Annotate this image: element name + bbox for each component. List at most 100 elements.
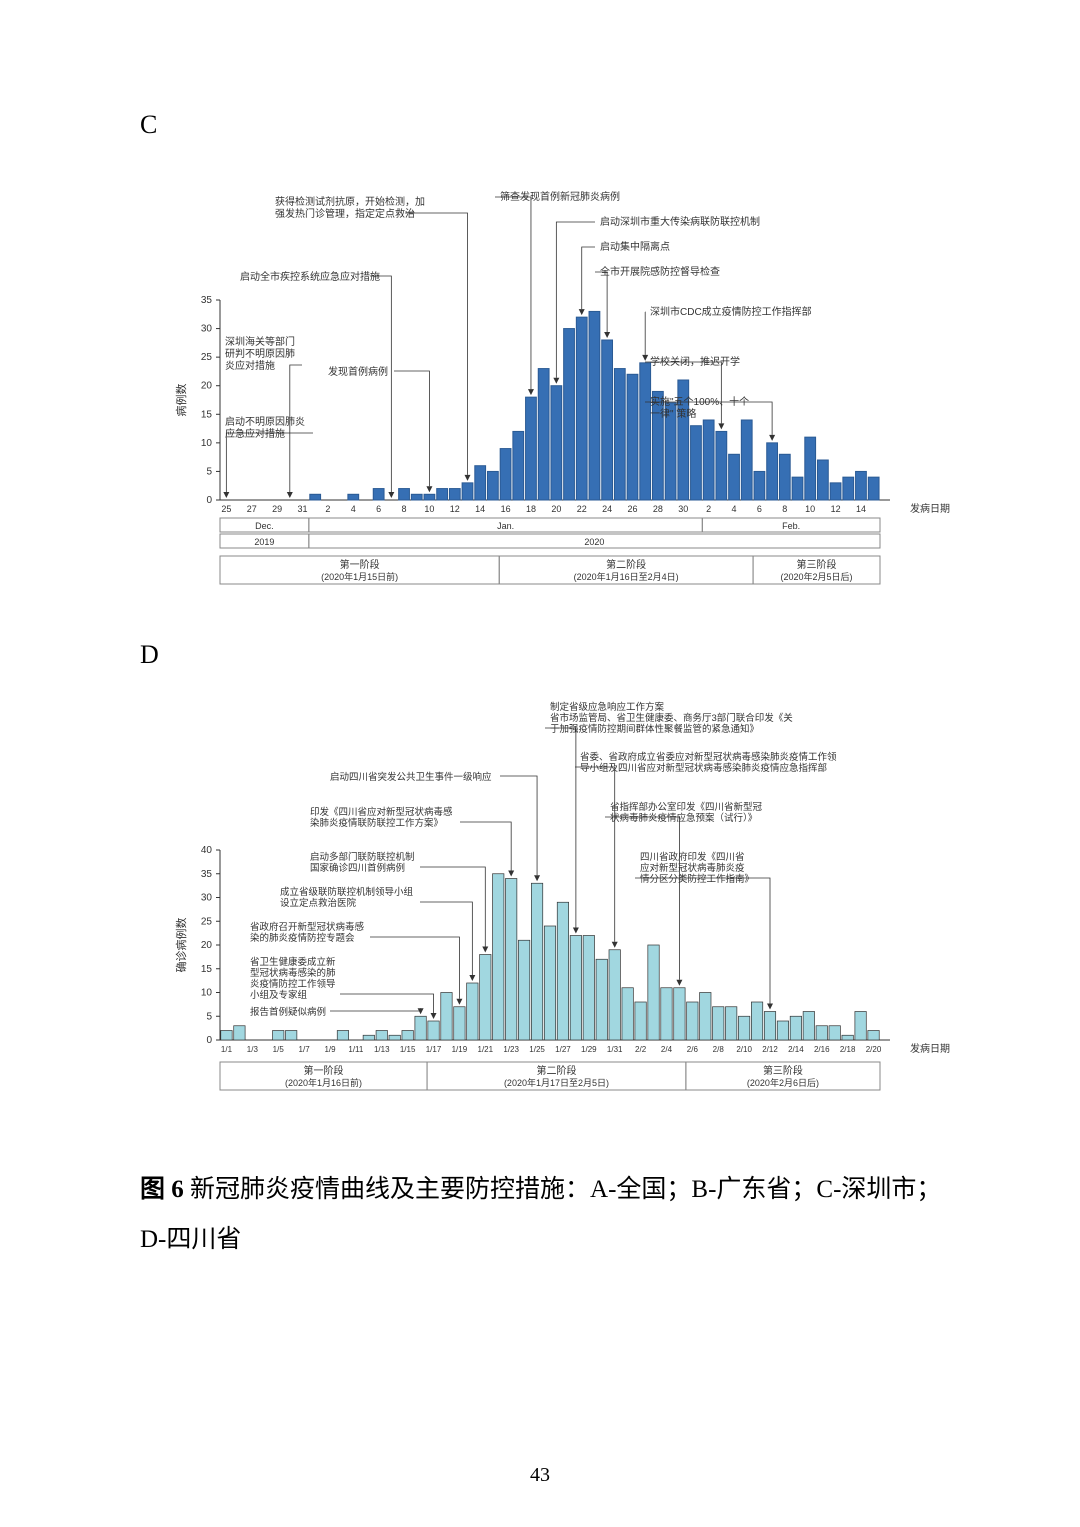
svg-text:10: 10 bbox=[201, 438, 213, 449]
page: C 05101520253035病例数252729312468101214161… bbox=[0, 0, 1080, 1527]
svg-text:20: 20 bbox=[201, 940, 213, 951]
svg-text:第二阶段: 第二阶段 bbox=[606, 558, 646, 571]
svg-text:学校关闭，推迟开学: 学校关闭，推迟开学 bbox=[650, 355, 740, 368]
svg-text:发病日期: 发病日期 bbox=[910, 502, 950, 515]
svg-text:30: 30 bbox=[678, 504, 688, 514]
svg-text:2/8: 2/8 bbox=[713, 1045, 725, 1054]
svg-text:成立省级联防联控机制领导小组设立定点救治医院: 成立省级联防联控机制领导小组设立定点救治医院 bbox=[280, 886, 414, 909]
svg-text:4: 4 bbox=[732, 504, 737, 514]
svg-text:病例数: 病例数 bbox=[174, 384, 188, 417]
svg-text:5: 5 bbox=[206, 1011, 212, 1022]
svg-text:深圳海关等部门研判不明原因肺炎应对措施: 深圳海关等部门研判不明原因肺炎应对措施 bbox=[225, 335, 295, 372]
svg-text:2/18: 2/18 bbox=[840, 1045, 856, 1054]
svg-text:18: 18 bbox=[526, 504, 536, 514]
svg-text:0: 0 bbox=[206, 495, 212, 506]
svg-text:35: 35 bbox=[201, 869, 213, 880]
svg-text:(2020年1月16日至2月4日): (2020年1月16日至2月4日) bbox=[574, 571, 679, 582]
page-number: 43 bbox=[0, 1464, 1080, 1487]
svg-text:1/11: 1/11 bbox=[348, 1045, 364, 1054]
svg-text:2/2: 2/2 bbox=[635, 1045, 647, 1054]
svg-text:第三阶段: 第三阶段 bbox=[763, 1064, 803, 1077]
svg-text:(2020年1月16日前): (2020年1月16日前) bbox=[285, 1077, 362, 1088]
svg-text:启动全市疾控系统应急应对措施: 启动全市疾控系统应急应对措施 bbox=[240, 270, 380, 283]
svg-text:启动多部门联防联控机制国家确诊四川首例病例: 启动多部门联防联控机制国家确诊四川首例病例 bbox=[310, 851, 415, 874]
svg-text:第一阶段: 第一阶段 bbox=[304, 1064, 344, 1077]
svg-text:25: 25 bbox=[201, 916, 213, 927]
svg-text:2020: 2020 bbox=[584, 537, 604, 547]
svg-text:29: 29 bbox=[272, 504, 282, 514]
svg-text:2: 2 bbox=[706, 504, 711, 514]
svg-text:2019: 2019 bbox=[254, 537, 274, 547]
svg-text:2/6: 2/6 bbox=[687, 1045, 699, 1054]
svg-text:1/1: 1/1 bbox=[221, 1045, 233, 1054]
svg-text:省卫生健康委成立新型冠状病毒感染的肺炎疫情防控工作领导小组及: 省卫生健康委成立新型冠状病毒感染的肺炎疫情防控工作领导小组及专家组 bbox=[250, 956, 336, 1001]
svg-text:40: 40 bbox=[201, 845, 213, 856]
svg-text:1/3: 1/3 bbox=[247, 1045, 259, 1054]
svg-text:1/19: 1/19 bbox=[452, 1045, 468, 1054]
svg-text:2/14: 2/14 bbox=[788, 1045, 804, 1054]
svg-text:1/31: 1/31 bbox=[607, 1045, 623, 1054]
svg-text:报告首例疑似病例: 报告首例疑似病例 bbox=[250, 1006, 326, 1018]
svg-text:全市开展院感防控督导检查: 全市开展院感防控督导检查 bbox=[600, 265, 720, 278]
svg-text:印发《四川省应对新型冠状病毒感染肺炎疫情联防联控工作方案》: 印发《四川省应对新型冠状病毒感染肺炎疫情联防联控工作方案》 bbox=[310, 806, 453, 829]
svg-text:16: 16 bbox=[501, 504, 511, 514]
panel-c-label: C bbox=[140, 110, 960, 140]
svg-text:省指挥部办公室印发《四川省新型冠状病毒肺炎疫情应急预案（试行: 省指挥部办公室印发《四川省新型冠状病毒肺炎疫情应急预案（试行）》 bbox=[610, 801, 763, 824]
svg-text:12: 12 bbox=[831, 504, 841, 514]
svg-text:(2020年1月17日至2月5日): (2020年1月17日至2月5日) bbox=[504, 1077, 609, 1088]
svg-text:8: 8 bbox=[782, 504, 787, 514]
svg-text:1/15: 1/15 bbox=[400, 1045, 416, 1054]
svg-text:(2020年1月15日前): (2020年1月15日前) bbox=[321, 571, 398, 582]
chart-c-svg: 05101520253035病例数25272931246810121416182… bbox=[160, 150, 950, 620]
svg-text:2/20: 2/20 bbox=[866, 1045, 882, 1054]
svg-text:1/5: 1/5 bbox=[273, 1045, 285, 1054]
svg-text:启动四川省突发公共卫生事件一级响应: 启动四川省突发公共卫生事件一级响应 bbox=[330, 771, 492, 783]
svg-text:15: 15 bbox=[201, 409, 213, 420]
svg-text:30: 30 bbox=[201, 893, 213, 904]
svg-text:2/4: 2/4 bbox=[661, 1045, 673, 1054]
svg-text:获得检测试剂抗原，开始检测，加强发热门诊管理，指定定点救治: 获得检测试剂抗原，开始检测，加强发热门诊管理，指定定点救治 bbox=[275, 195, 425, 220]
svg-text:(2020年2月6日后): (2020年2月6日后) bbox=[747, 1077, 819, 1088]
svg-text:1/23: 1/23 bbox=[503, 1045, 519, 1054]
svg-text:1/29: 1/29 bbox=[581, 1045, 597, 1054]
svg-text:14: 14 bbox=[475, 504, 485, 514]
svg-text:35: 35 bbox=[201, 295, 213, 306]
svg-text:15: 15 bbox=[201, 964, 213, 975]
svg-text:Feb.: Feb. bbox=[782, 521, 800, 531]
svg-text:第一阶段: 第一阶段 bbox=[340, 558, 380, 571]
svg-text:25: 25 bbox=[201, 352, 213, 363]
svg-text:5: 5 bbox=[206, 466, 212, 477]
svg-text:发病日期: 发病日期 bbox=[910, 1042, 950, 1055]
svg-text:28: 28 bbox=[653, 504, 663, 514]
svg-text:四川省政府印发《四川省应对新型冠状病毒肺炎疫情分区分类防控工: 四川省政府印发《四川省应对新型冠状病毒肺炎疫情分区分类防控工作指南》 bbox=[640, 851, 754, 885]
svg-text:1/27: 1/27 bbox=[555, 1045, 571, 1054]
svg-text:1/13: 1/13 bbox=[374, 1045, 390, 1054]
svg-text:启动深圳市重大传染病联防联控机制: 启动深圳市重大传染病联防联控机制 bbox=[600, 215, 760, 228]
svg-text:1/17: 1/17 bbox=[426, 1045, 442, 1054]
svg-text:24: 24 bbox=[602, 504, 612, 514]
svg-text:30: 30 bbox=[201, 324, 213, 335]
svg-text:22: 22 bbox=[577, 504, 587, 514]
svg-text:启动集中隔离点: 启动集中隔离点 bbox=[600, 240, 670, 253]
svg-text:10: 10 bbox=[805, 504, 815, 514]
svg-text:25: 25 bbox=[221, 504, 231, 514]
svg-text:Jan.: Jan. bbox=[497, 521, 514, 531]
panel-d-label: D bbox=[140, 640, 960, 670]
svg-text:确诊病例数: 确诊病例数 bbox=[174, 918, 188, 973]
svg-text:制定省级应急响应工作方案省市场监管局、省卫生健康委、商务厅3: 制定省级应急响应工作方案省市场监管局、省卫生健康委、商务厅3部门联合印发《关于加… bbox=[550, 701, 793, 735]
svg-text:14: 14 bbox=[856, 504, 866, 514]
svg-text:6: 6 bbox=[376, 504, 381, 514]
svg-text:12: 12 bbox=[450, 504, 460, 514]
svg-text:实施"五个100%、十个一律" 策略: 实施"五个100%、十个一律" 策略 bbox=[650, 395, 749, 420]
svg-text:省委、省政府成立省委应对新型冠状病毒感染肺炎疫情工作领导小组: 省委、省政府成立省委应对新型冠状病毒感染肺炎疫情工作领导小组及四川省应对新型冠状… bbox=[580, 751, 837, 774]
svg-text:1/25: 1/25 bbox=[529, 1045, 545, 1054]
svg-text:0: 0 bbox=[206, 1035, 212, 1046]
svg-text:6: 6 bbox=[757, 504, 762, 514]
svg-text:启动不明原因肺炎应急应对措施: 启动不明原因肺炎应急应对措施 bbox=[225, 415, 305, 440]
caption-text: 新冠肺炎疫情曲线及主要防控措施：A-全国；B-广东省；C-深圳市；D-四川省 bbox=[140, 1176, 941, 1253]
svg-text:2: 2 bbox=[325, 504, 330, 514]
figure-caption: 图 6 新冠肺炎疫情曲线及主要防控措施：A-全国；B-广东省；C-深圳市；D-四… bbox=[140, 1165, 960, 1265]
svg-text:27: 27 bbox=[247, 504, 257, 514]
caption-prefix: 图 6 bbox=[140, 1176, 190, 1203]
svg-text:2/16: 2/16 bbox=[814, 1045, 830, 1054]
